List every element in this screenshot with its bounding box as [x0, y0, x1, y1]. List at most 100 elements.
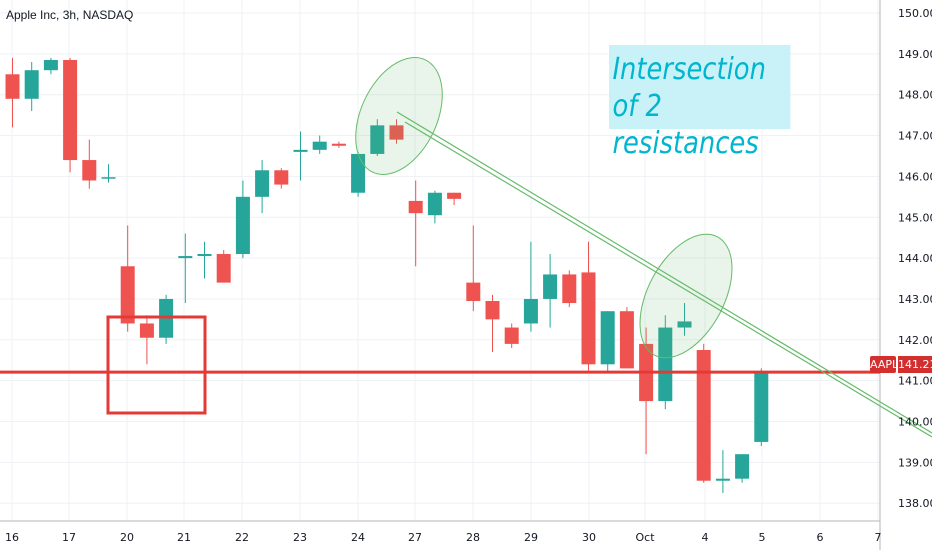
- candle-body: [389, 125, 404, 140]
- candle: [43, 57, 58, 75]
- annotation-box[interactable]: Intersection of 2 resistances: [609, 45, 791, 161]
- candle-body: [754, 372, 769, 442]
- candle-body: [427, 192, 442, 216]
- candle-body: [504, 327, 519, 344]
- candle: [754, 368, 769, 447]
- candle-body: [735, 454, 750, 479]
- candle: [370, 119, 385, 156]
- y-tick-label: 139.00: [898, 456, 932, 469]
- candle-body: [581, 272, 596, 365]
- chart-title: Apple Inc, 3h, NASDAQ: [6, 8, 134, 22]
- x-tick-label: 29: [524, 531, 538, 544]
- candle: [427, 190, 442, 224]
- candle-body: [658, 327, 673, 402]
- x-tick-label: 21: [177, 531, 191, 544]
- candle-body: [370, 125, 385, 154]
- last-price-symbol: AAPL: [870, 356, 899, 373]
- candle: [331, 141, 346, 148]
- last-price-label: 141.21: [898, 356, 932, 373]
- candle: [197, 241, 212, 279]
- candle-body: [216, 254, 231, 283]
- candle: [274, 168, 289, 189]
- x-tick-label: 16: [5, 531, 19, 544]
- x-tick-label: 22: [235, 531, 249, 544]
- candle: [600, 311, 615, 373]
- y-tick-label: 149.00: [898, 48, 932, 61]
- candle: [543, 254, 558, 328]
- candle: [63, 57, 78, 173]
- x-tick-label: 20: [120, 531, 134, 544]
- candle-body: [523, 298, 538, 324]
- candle-body: [351, 153, 366, 193]
- candle: [82, 139, 97, 189]
- candle-body: [600, 311, 615, 365]
- y-tick-label: 143.00: [898, 293, 932, 306]
- candle-body: [178, 256, 193, 259]
- candle-body: [562, 274, 577, 304]
- x-tick-label: 23: [293, 531, 307, 544]
- candle: [5, 57, 20, 128]
- candle: [351, 151, 366, 197]
- y-tick-label: 140.00: [898, 416, 932, 429]
- candle: [581, 241, 596, 371]
- candle-body: [120, 266, 135, 324]
- candle-body: [715, 478, 730, 481]
- candle-body: [677, 321, 692, 328]
- y-tick-label: 146.00: [898, 170, 932, 183]
- y-tick-label: 147.00: [898, 130, 932, 143]
- candle: [216, 249, 231, 283]
- candle-body: [43, 59, 58, 71]
- y-tick-label: 138.00: [898, 497, 932, 510]
- candle: [101, 164, 116, 183]
- candle-body: [485, 300, 500, 320]
- candle-body: [696, 350, 711, 481]
- candle: [485, 294, 500, 353]
- candle-body: [312, 141, 327, 150]
- x-tick-label: 6: [817, 531, 824, 544]
- candle-body: [293, 149, 308, 152]
- highlight-rectangle: [106, 315, 207, 415]
- x-tick-label: 4: [702, 531, 709, 544]
- y-tick-label: 142.00: [898, 334, 932, 347]
- candle: [715, 450, 730, 493]
- candle: [159, 294, 174, 344]
- candle: [139, 315, 154, 365]
- y-tick-label: 145.00: [898, 211, 932, 224]
- candle: [523, 241, 538, 332]
- x-tick-label: 27: [408, 531, 422, 544]
- candle: [447, 192, 462, 205]
- candle: [504, 323, 519, 348]
- candle: [389, 119, 404, 144]
- y-tick-label: 144.00: [898, 252, 932, 265]
- candle-body: [235, 196, 250, 255]
- candle: [235, 180, 250, 259]
- candle-body: [197, 254, 212, 257]
- y-tick-label: 148.00: [898, 89, 932, 102]
- candle: [562, 270, 577, 308]
- candle-body: [82, 160, 97, 181]
- x-tick-label: 28: [466, 531, 480, 544]
- trendline-lower: [404, 121, 932, 438]
- candle-body: [447, 192, 462, 199]
- candle: [619, 307, 634, 369]
- candle-body: [274, 170, 289, 185]
- candle-body: [5, 74, 20, 99]
- candle-body: [101, 177, 116, 179]
- candle: [293, 131, 308, 181]
- x-tick-label: 17: [62, 531, 76, 544]
- candle-body: [619, 311, 634, 369]
- candle: [466, 225, 481, 312]
- candle-body: [331, 143, 346, 146]
- candle: [255, 160, 270, 214]
- x-tick-label: Oct: [635, 531, 655, 544]
- candle: [178, 233, 193, 304]
- x-tick-label: 24: [351, 531, 365, 544]
- x-tick-label: 30: [582, 531, 596, 544]
- candle-body: [63, 59, 78, 161]
- y-tick-label: 150.00: [898, 7, 932, 20]
- candle: [658, 315, 673, 410]
- candle: [677, 303, 692, 336]
- candle-body: [543, 274, 558, 299]
